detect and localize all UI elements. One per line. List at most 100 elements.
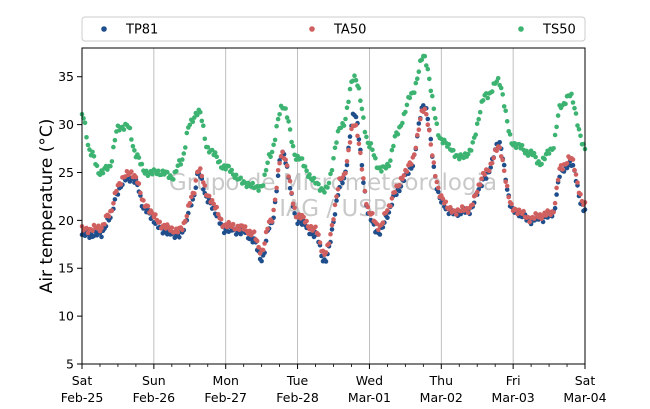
data-point: [271, 142, 276, 148]
data-point: [501, 168, 507, 174]
data-point: [500, 92, 506, 97]
data-point: [413, 80, 419, 86]
y-tick-label: 20: [58, 213, 74, 228]
data-point: [209, 147, 215, 153]
data-point: [106, 214, 112, 219]
data-point: [277, 112, 282, 117]
x-tick-label-day: Sun: [142, 373, 166, 388]
data-point: [367, 144, 372, 150]
data-point: [242, 224, 248, 229]
data-point: [480, 98, 486, 103]
data-point: [257, 251, 263, 256]
data-point: [118, 182, 124, 187]
data-point: [256, 244, 261, 250]
data-point: [377, 232, 383, 237]
data-point: [138, 190, 143, 196]
x-tick-label-day: Sat: [575, 373, 596, 388]
data-point: [328, 171, 333, 177]
x-tick-label-date: Mar-04: [563, 390, 606, 405]
data-point: [468, 148, 474, 153]
data-point: [400, 120, 405, 126]
data-point: [434, 179, 440, 185]
data-point: [419, 57, 425, 62]
data-point: [436, 189, 441, 195]
data-point: [413, 145, 419, 151]
data-point: [224, 224, 230, 230]
data-point: [416, 127, 422, 132]
data-point: [370, 147, 375, 153]
x-tick-label-day: Wed: [356, 373, 383, 388]
data-point: [184, 213, 190, 219]
data-point: [340, 175, 345, 180]
data-point: [364, 134, 369, 140]
x-tick-label-day: Mon: [213, 373, 239, 388]
legend-label-tp81: TP81: [125, 23, 158, 38]
data-point: [201, 123, 206, 128]
data-point: [434, 121, 440, 126]
data-point: [503, 179, 509, 184]
data-point: [358, 150, 363, 156]
data-point: [344, 159, 350, 164]
data-point: [555, 177, 561, 183]
data-point: [470, 140, 476, 145]
data-point: [543, 213, 549, 218]
data-point: [347, 134, 353, 139]
data-point: [85, 230, 91, 236]
x-tick-label-date: Feb-28: [276, 390, 319, 405]
data-point: [287, 185, 293, 191]
data-point: [284, 163, 290, 168]
data-point: [476, 116, 482, 122]
data-point: [576, 127, 582, 132]
data-point: [391, 143, 396, 149]
data-point: [214, 154, 219, 159]
data-point: [292, 205, 297, 211]
data-point: [397, 182, 402, 188]
data-point: [283, 157, 288, 163]
data-point: [144, 168, 149, 174]
data-point: [329, 222, 335, 228]
data-point: [141, 198, 146, 203]
data-point: [238, 231, 243, 237]
data-point: [400, 176, 405, 182]
data-point: [274, 123, 279, 129]
data-point: [156, 168, 161, 174]
data-point: [498, 85, 504, 91]
data-point: [575, 180, 580, 185]
legend-label-ta50: TA50: [333, 23, 366, 38]
data-point: [127, 125, 133, 131]
y-tick-label: 5: [66, 357, 74, 372]
data-point: [470, 202, 476, 207]
data-point: [145, 203, 151, 209]
data-point: [428, 88, 434, 94]
data-point: [570, 157, 576, 162]
x-tick-label-day: Fri: [506, 373, 521, 388]
data-point: [201, 187, 206, 192]
data-point: [507, 132, 513, 137]
data-point: [551, 210, 556, 215]
data-point: [133, 174, 139, 180]
data-point: [286, 119, 291, 124]
data-point: [497, 145, 503, 150]
data-point: [427, 128, 432, 133]
data-point: [311, 175, 317, 181]
data-point: [323, 259, 329, 264]
data-point: [424, 112, 429, 117]
data-point: [359, 167, 365, 172]
data-point: [233, 172, 239, 178]
data-point: [412, 152, 417, 157]
data-point: [542, 156, 547, 162]
data-point: [272, 197, 278, 203]
data-point: [346, 99, 351, 105]
data-point: [353, 114, 359, 120]
y-axis: 5 10 15 20 25 30 35: [58, 69, 82, 372]
data-point: [356, 141, 362, 147]
data-point: [578, 133, 583, 139]
data-point: [422, 106, 428, 112]
data-point: [385, 208, 390, 213]
data-point: [153, 212, 158, 217]
data-point: [340, 180, 345, 186]
data-point: [99, 225, 104, 231]
data-point: [344, 105, 350, 110]
data-point: [524, 148, 529, 154]
